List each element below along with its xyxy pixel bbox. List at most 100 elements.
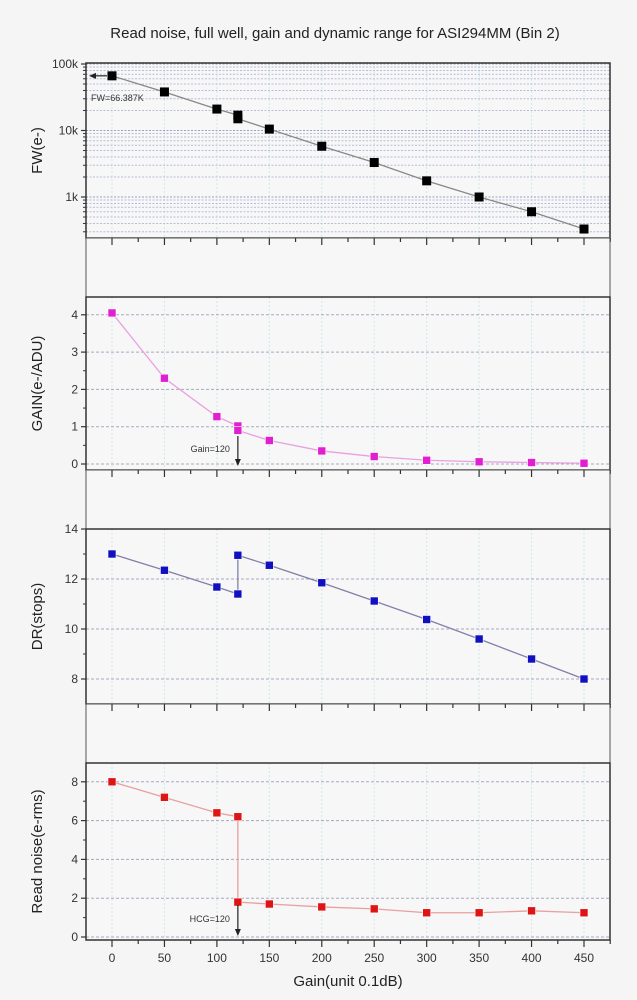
y-tick-label: 12: [65, 572, 79, 586]
data-point: [265, 436, 274, 445]
y-tick-label: 2: [71, 382, 78, 396]
data-point: [233, 897, 243, 907]
data-point: [107, 549, 117, 559]
gain-annotation: Gain=120: [191, 444, 230, 454]
y-tick-label: 14: [65, 522, 79, 536]
data-point: [317, 446, 327, 456]
chart-title: Read noise, full well, gain and dynamic …: [110, 25, 559, 42]
data-point: [369, 158, 379, 168]
x-tick-label: 150: [259, 951, 279, 965]
data-point: [264, 124, 274, 134]
data-point: [474, 634, 484, 644]
data-point: [159, 87, 169, 97]
data-point: [474, 192, 484, 202]
data-point: [579, 908, 589, 918]
data-point: [160, 565, 169, 575]
data-point: [107, 308, 117, 318]
x-tick-label: 250: [364, 951, 384, 965]
x-tick-label: 450: [574, 951, 594, 965]
separator-box: [85, 469, 611, 530]
separator-box: [85, 237, 611, 298]
y-tick-label: 10: [65, 622, 79, 636]
data-point: [317, 902, 327, 912]
x-tick-label: 50: [158, 951, 172, 965]
y-tick-label: 6: [71, 814, 78, 828]
fw-annotation: FW=66.387K: [91, 93, 144, 103]
data-point: [265, 899, 274, 909]
data-point: [233, 114, 243, 124]
x-tick-label: 300: [417, 951, 437, 965]
panel-fw: 1k 10k 100k FW(e-) FW=66.387K: [29, 57, 611, 298]
data-point: [474, 908, 484, 918]
data-point: [160, 373, 169, 383]
panel-dr: 8 10 12 14 DR(stops): [29, 522, 611, 764]
x-axis-label: Gain(unit 0.1dB): [293, 973, 402, 990]
x-tick-label: 200: [312, 951, 332, 965]
data-point: [579, 674, 589, 684]
data-point: [233, 589, 243, 599]
data-point: [369, 452, 379, 461]
y-axis-label-gain: GAIN(e-/ADU): [29, 336, 46, 432]
data-point: [212, 104, 222, 114]
y-axis-label-dr: DR(stops): [29, 583, 46, 651]
data-point: [527, 458, 536, 467]
y-axis-label-fw: FW(e-): [29, 127, 46, 174]
data-point: [527, 207, 537, 217]
plot-area-dr: [86, 529, 610, 704]
data-point: [474, 457, 484, 467]
data-point: [233, 812, 243, 822]
data-point: [422, 908, 431, 918]
data-point: [212, 808, 222, 818]
y-tick-label: 10k: [59, 124, 79, 138]
data-point: [233, 550, 243, 560]
data-point: [579, 458, 589, 468]
rn-annotation: HCG=120: [190, 914, 230, 924]
y-tick-label: 0: [71, 930, 78, 944]
arrow-left-icon: [89, 72, 96, 79]
series-line-gain: [111, 312, 585, 464]
y-tick-label: 100k: [52, 57, 79, 71]
data-point: [369, 596, 379, 606]
y-tick-label: 0: [71, 457, 78, 471]
series-line-dr: [111, 553, 585, 680]
data-point: [422, 615, 431, 624]
panel-gain: 0 1 2 3 4 GAIN(e-/ADU) Gain=120: [29, 296, 611, 530]
panel-rn: 0 2 4 6 8 Read noise(e-rms) HCG=120: [29, 762, 611, 947]
y-tick-label: 3: [71, 345, 78, 359]
data-point: [369, 904, 379, 914]
x-tick-label: 400: [522, 951, 542, 965]
series-line-fw: [111, 75, 585, 230]
data-point: [212, 412, 222, 421]
x-tick-label: 100: [207, 951, 227, 965]
data-point: [422, 455, 431, 465]
data-point: [422, 176, 432, 186]
data-point: [160, 793, 169, 802]
y-tick-label: 8: [71, 672, 78, 686]
data-point: [107, 777, 117, 787]
y-tick-label: 4: [71, 852, 78, 866]
y-tick-label: 2: [71, 891, 78, 905]
arrow-down-icon: [234, 929, 241, 936]
data-point: [317, 578, 327, 588]
panels: 1k10k100kFW(e-)FW=66.387K01234GAIN(e-/AD…: [29, 57, 611, 965]
series-line-rn: [111, 781, 585, 914]
plot-area-gain: [86, 297, 610, 470]
arrow-down-icon: [234, 459, 241, 466]
separator-box: [85, 703, 611, 764]
y-tick-label: 8: [71, 775, 78, 789]
x-tick-label: 0: [109, 951, 116, 965]
data-point: [107, 71, 117, 81]
data-point: [317, 141, 327, 151]
data-point: [233, 426, 243, 435]
y-tick-label: 1: [71, 420, 78, 434]
x-tick-label: 350: [469, 951, 489, 965]
y-tick-label: 1k: [65, 190, 79, 204]
data-point: [527, 906, 536, 916]
data-point: [527, 654, 536, 664]
data-point: [579, 224, 589, 234]
y-axis-label-rn: Read noise(e-rms): [29, 789, 46, 913]
y-tick-label: 4: [71, 308, 78, 322]
data-point: [265, 560, 274, 570]
data-point: [212, 582, 222, 592]
